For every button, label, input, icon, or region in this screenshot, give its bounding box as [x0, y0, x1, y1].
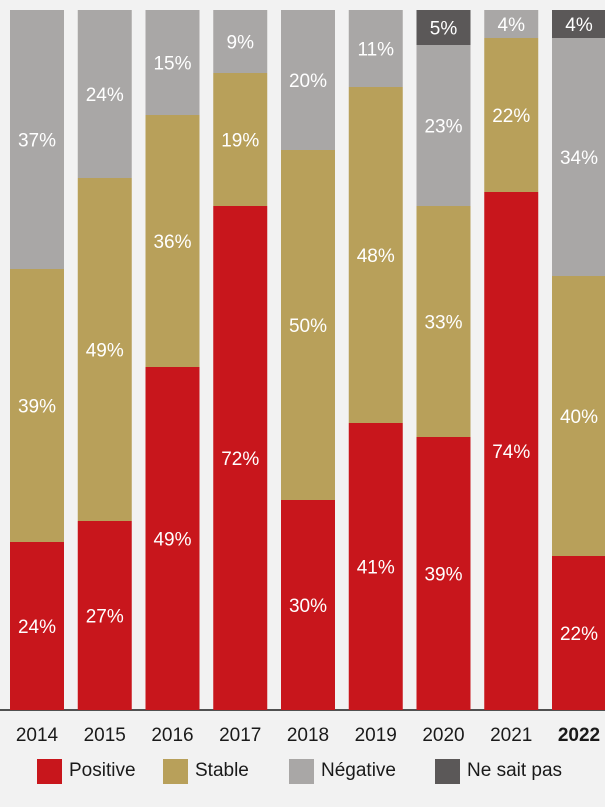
x-tick-label-2019: 2019 — [355, 725, 397, 746]
x-tick-label-2020: 2020 — [422, 725, 464, 746]
data-label-positive-2017: 72% — [221, 449, 259, 470]
bar-segment-stable-2022 — [552, 276, 605, 556]
bar-segment-stable-2018 — [281, 150, 335, 500]
data-label-stable-2018: 50% — [289, 316, 327, 337]
legend-item-negative: Négative — [289, 756, 396, 786]
data-label-stable-2016: 36% — [153, 232, 191, 253]
data-label-negative-2018: 20% — [289, 71, 327, 92]
x-tick-label-2014: 2014 — [16, 725, 59, 746]
data-label-stable-2019: 48% — [357, 246, 395, 267]
x-tick-label-2017: 2017 — [219, 725, 261, 746]
data-label-positive-2020: 39% — [424, 565, 462, 586]
data-label-negative-2019: 11% — [357, 40, 394, 61]
bar-segment-positive-2021 — [484, 192, 539, 710]
x-tick-label-2016: 2016 — [151, 725, 193, 746]
data-label-ne-sait-pas-2020: 5% — [430, 19, 458, 40]
legend-item-stable: Stable — [163, 756, 249, 786]
bar-segment-stable-2014 — [10, 269, 64, 542]
x-tick-label-2021: 2021 — [490, 725, 532, 746]
data-label-stable-2015: 49% — [86, 341, 124, 362]
bar-segment-positive-2017 — [213, 206, 268, 710]
legend-swatch-negative — [289, 758, 314, 784]
data-label-positive-2018: 30% — [289, 596, 327, 617]
data-label-negative-2021: 4% — [498, 15, 526, 36]
bar-segment-ne-sait-pas-2020 — [416, 10, 471, 45]
bar-segment-stable-2017 — [213, 73, 268, 206]
bar-segment-stable-2021 — [484, 38, 539, 192]
bar-segment-negative-2021 — [484, 10, 539, 38]
bar-segment-stable-2020 — [416, 206, 471, 437]
data-label-negative-2017: 9% — [227, 33, 255, 54]
data-label-positive-2019: 41% — [357, 558, 395, 579]
stacked-bar-chart: 24% 39% 37% 2014 27% 49% 24% 2015 49% 36% 15% 2016 7… — [0, 10, 605, 746]
data-label-negative-2015: 24% — [86, 85, 124, 106]
data-label-ne-sait-pas-2022: 4% — [565, 15, 593, 36]
bar-segment-positive-2014 — [10, 542, 64, 710]
bar-segment-positive-2019 — [348, 423, 403, 710]
data-label-positive-2016: 49% — [153, 530, 191, 551]
x-tick-label-2018: 2018 — [287, 725, 329, 746]
legend-swatch-stable — [163, 758, 188, 784]
bar-segment-negative-2022 — [552, 38, 605, 276]
bar-segment-stable-2015 — [77, 178, 132, 521]
bar-segment-stable-2016 — [145, 115, 200, 367]
bar-segment-stable-2019 — [348, 87, 403, 423]
chart-legend: Positive Stable Négative Ne sait pas — [0, 756, 605, 786]
data-label-negative-2014: 37% — [18, 131, 56, 152]
data-label-stable-2021: 22% — [492, 106, 530, 127]
legend-item-positive: Positive — [37, 756, 136, 786]
legend-label-positive: Positive — [69, 760, 136, 781]
data-label-positive-2015: 27% — [86, 607, 124, 628]
legend-swatch-positive — [37, 758, 62, 784]
data-label-negative-2020: 23% — [424, 117, 462, 138]
bar-segment-positive-2018 — [281, 500, 335, 710]
data-label-stable-2020: 33% — [424, 313, 462, 334]
x-tick-label-2022: 2022 — [558, 725, 600, 746]
bar-segment-positive-2020 — [416, 437, 471, 710]
bar-segment-negative-2020 — [416, 45, 471, 206]
data-label-positive-2014: 24% — [18, 617, 56, 638]
legend-label-stable: Stable — [195, 760, 249, 781]
data-label-stable-2014: 39% — [18, 397, 56, 418]
data-label-negative-2016: 15% — [153, 54, 191, 75]
data-label-stable-2022: 40% — [560, 407, 598, 428]
bar-segment-positive-2016 — [145, 367, 200, 710]
data-label-stable-2017: 19% — [221, 131, 259, 152]
bar-segment-negative-2018 — [281, 10, 335, 150]
bar-segment-negative-2014 — [10, 10, 64, 269]
bar-segment-positive-2022 — [552, 556, 605, 710]
legend-swatch-ne-sait-pas — [435, 758, 460, 784]
bar-segment-negative-2019 — [348, 10, 403, 87]
data-label-positive-2021: 74% — [492, 442, 530, 463]
bar-segment-negative-2017 — [213, 10, 268, 73]
bar-segment-ne-sait-pas-2022 — [552, 10, 605, 38]
legend-label-ne-sait-pas: Ne sait pas — [467, 760, 563, 781]
bar-segment-negative-2016 — [145, 10, 200, 115]
legend-item-ne-sait-pas: Ne sait pas — [435, 756, 562, 786]
data-label-positive-2022: 22% — [560, 624, 598, 645]
bar-segment-positive-2015 — [77, 521, 132, 710]
data-label-negative-2022: 34% — [560, 148, 598, 169]
x-tick-label-2015: 2015 — [84, 725, 126, 746]
bar-segment-negative-2015 — [77, 10, 132, 178]
legend-label-negative: Négative — [321, 760, 396, 781]
